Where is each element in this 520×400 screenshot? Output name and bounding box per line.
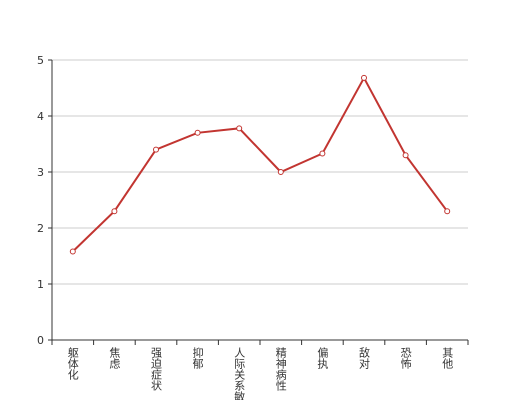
x-tick-label: 偏执	[316, 346, 329, 370]
point	[236, 125, 243, 132]
y-tick-label: 0	[37, 334, 44, 347]
x-tick-label: 人际关系敏感	[233, 347, 246, 400]
x-tick-label: 强迫症状	[150, 347, 163, 391]
y-tick-label: 1	[37, 278, 44, 291]
line	[72, 75, 449, 253]
x-tick-label: 其他	[441, 347, 454, 369]
point	[402, 152, 409, 159]
y-tick-label: 5	[37, 54, 44, 67]
x-tick-label: 焦虑	[108, 347, 121, 369]
point	[111, 208, 118, 215]
x-tick-label: 精神病性	[274, 347, 287, 392]
point	[194, 129, 201, 136]
point	[69, 248, 76, 255]
point	[319, 150, 326, 157]
x-tick-label: 抑郁	[191, 346, 204, 369]
x-tick-label: 敌对	[358, 346, 371, 369]
x-tick-label: 恐怖	[399, 347, 412, 369]
point	[444, 208, 451, 215]
x-tick-label: 躯体化	[66, 347, 79, 381]
point	[361, 74, 367, 81]
y-tick-label: 3	[37, 166, 44, 179]
point	[277, 169, 284, 175]
y-tick-label: 2	[37, 222, 44, 235]
point	[153, 146, 159, 153]
y-tick-label: 4	[37, 110, 44, 123]
